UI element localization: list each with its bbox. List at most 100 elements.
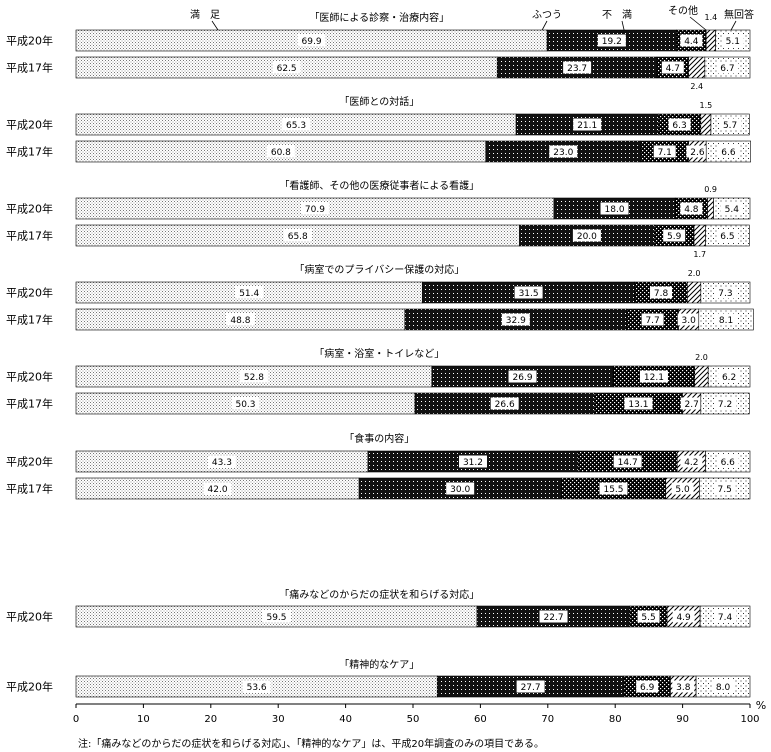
data-label-bg <box>663 229 686 242</box>
data-label: 6.9 <box>640 683 655 693</box>
legend-leader-other <box>689 16 707 31</box>
data-label: 23.7 <box>567 64 587 74</box>
bar-other <box>705 29 716 52</box>
data-label: 69.9 <box>302 37 322 47</box>
data-label: 53.6 <box>247 683 267 693</box>
data-label: 20.0 <box>577 232 597 242</box>
row-label: 平成20年 <box>6 680 53 694</box>
data-label-bg <box>721 34 744 47</box>
data-label-bg <box>549 145 578 158</box>
data-label: 26.9 <box>513 373 533 383</box>
data-label: 27.7 <box>521 683 541 693</box>
data-label-bg <box>272 61 301 74</box>
data-label-bg <box>563 61 592 74</box>
data-label: 6.7 <box>720 64 734 74</box>
data-label: 23.0 <box>553 148 573 158</box>
legend-label-normal: ふつう <box>532 9 562 21</box>
data-label-bg <box>672 680 695 693</box>
data-label-bg <box>235 286 264 299</box>
data-label: 59.5 <box>266 613 286 623</box>
data-label: 4.2 <box>684 458 698 468</box>
data-label: 6.2 <box>722 373 736 383</box>
data-label: 60.8 <box>271 148 291 158</box>
data-label-bg <box>514 286 543 299</box>
data-label: 5.7 <box>723 121 737 131</box>
data-label: 6.3 <box>672 121 686 131</box>
data-label-bg <box>672 610 695 623</box>
data-label: 2.6 <box>690 148 705 158</box>
data-label-bg <box>680 397 703 410</box>
data-label-bg <box>613 455 642 468</box>
data-label: 19.2 <box>602 37 622 47</box>
data-label: 5.1 <box>726 37 740 47</box>
bar-other <box>694 365 709 388</box>
data-label-bg <box>713 482 736 495</box>
data-label-bg <box>539 610 568 623</box>
data-label: 22.7 <box>544 613 564 623</box>
data-label-bg <box>718 370 741 383</box>
x-tick-label: 70 <box>541 714 554 725</box>
data-label: 4.4 <box>684 37 699 47</box>
data-label-bg <box>203 482 232 495</box>
row-label: 平成20年 <box>6 118 53 132</box>
row-label: 平成17年 <box>6 229 53 243</box>
data-label: 2.0 <box>688 269 701 278</box>
row-label: 平成17年 <box>6 397 53 411</box>
row-label: 平成20年 <box>6 202 53 216</box>
row-label: 平成20年 <box>6 455 53 469</box>
data-label-bg <box>716 61 739 74</box>
data-label: 7.4 <box>718 613 733 623</box>
data-label: 7.3 <box>718 289 732 299</box>
data-label: 0.9 <box>704 185 717 194</box>
data-label: 8.1 <box>719 316 733 326</box>
x-axis-unit: % <box>756 699 766 712</box>
data-label-bg <box>242 680 271 693</box>
data-label: 51.4 <box>239 289 259 299</box>
data-label: 52.8 <box>244 373 264 383</box>
x-tick-label: 20 <box>204 714 217 725</box>
x-tick-label: 50 <box>407 714 420 725</box>
data-label-bg <box>714 397 737 410</box>
data-label: 7.7 <box>645 316 659 326</box>
data-label: 15.5 <box>603 485 623 495</box>
data-label-bg <box>650 286 673 299</box>
data-label: 6.6 <box>721 148 736 158</box>
x-tick-label: 80 <box>609 714 622 725</box>
data-label: 4.7 <box>666 64 680 74</box>
data-label: 6.5 <box>720 232 734 242</box>
group-title: 「食事の内容」 <box>344 432 414 445</box>
data-label: 30.0 <box>450 485 470 495</box>
x-tick-label: 30 <box>272 714 285 725</box>
data-label-bg <box>501 313 530 326</box>
data-label-bg <box>668 118 691 131</box>
data-label-bg <box>714 610 737 623</box>
group-title: 「病室でのプライバシー保護の対応」 <box>294 263 464 276</box>
row-label: 平成20年 <box>6 610 53 624</box>
data-label-bg <box>573 118 602 131</box>
x-tick-label: 60 <box>474 714 487 725</box>
data-label-bg <box>716 229 739 242</box>
x-tick-label: 90 <box>676 714 689 725</box>
data-label: 4.9 <box>676 613 691 623</box>
data-label: 14.7 <box>618 458 638 468</box>
group-title: 「看護師、その他の医療従事者による看護」 <box>279 179 479 192</box>
data-label: 7.8 <box>654 289 669 299</box>
data-label: 65.3 <box>286 121 306 131</box>
footnote: 注:「痛みなどのからだの症状を和らげる対応」、「精神的なケア」は、平成20年調査… <box>78 739 544 750</box>
data-label: 1.4 <box>705 13 718 22</box>
data-label-bg <box>231 397 260 410</box>
x-tick-label: 40 <box>339 714 352 725</box>
data-label-bg <box>720 202 743 215</box>
data-label: 5.4 <box>725 205 740 215</box>
data-label-bg <box>446 482 475 495</box>
legend-label-other: その他 <box>668 4 698 17</box>
data-label-bg <box>636 680 659 693</box>
bars-layer: 「医師による診察・治療内容」平成20年 69.9 19.2 4.4 1.4 5.1 平成17… <box>6 11 754 698</box>
bar-other <box>688 56 706 79</box>
x-tick-label: 0 <box>73 714 79 725</box>
data-label: 7.2 <box>718 400 732 410</box>
data-label-bg <box>637 610 660 623</box>
legend-label-satisfied: 満 足 <box>190 9 220 21</box>
row-label: 平成17年 <box>6 313 53 327</box>
data-label: 2.0 <box>695 353 708 362</box>
